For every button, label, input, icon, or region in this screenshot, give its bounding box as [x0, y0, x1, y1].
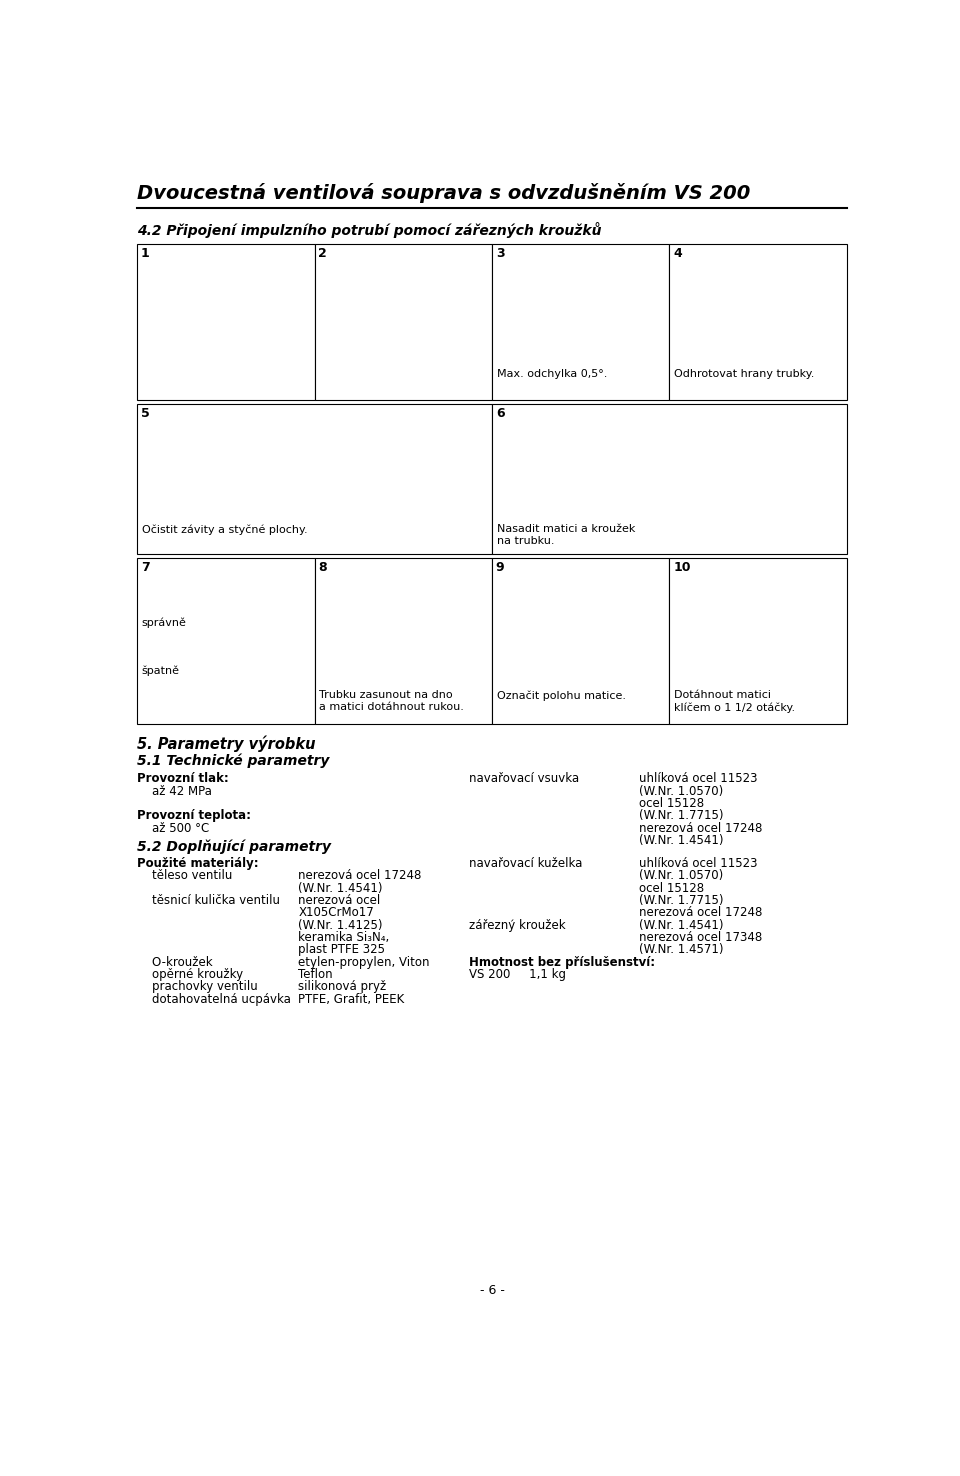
Text: prachovky ventilu: prachovky ventilu — [137, 980, 258, 993]
Text: uhlíková ocel 11523: uhlíková ocel 11523 — [639, 858, 757, 869]
Text: těleso ventilu: těleso ventilu — [137, 869, 232, 883]
Bar — [669, 558, 847, 723]
Text: etylen-propylen, Viton: etylen-propylen, Viton — [299, 955, 430, 968]
Text: 8: 8 — [319, 561, 327, 574]
Text: (W.Nr. 1.0570): (W.Nr. 1.0570) — [639, 869, 724, 883]
Text: 4: 4 — [673, 246, 683, 260]
Text: nerezová ocel 17348: nerezová ocel 17348 — [639, 931, 762, 945]
Text: navařovací vsuvka: navařovací vsuvka — [468, 772, 579, 785]
Text: 5.2 Doplňující parametry: 5.2 Doplňující parametry — [137, 840, 331, 853]
Text: 9: 9 — [496, 561, 505, 574]
Text: (W.Nr. 1.7715): (W.Nr. 1.7715) — [639, 894, 724, 906]
Text: ocel 15128: ocel 15128 — [639, 881, 705, 894]
Text: Označit polohu matice.: Označit polohu matice. — [496, 691, 626, 701]
Text: Max. odchylka 0,5°.: Max. odchylka 0,5°. — [496, 369, 607, 378]
Bar — [315, 558, 492, 723]
Text: špatně: špatně — [141, 666, 179, 676]
Text: správně: správně — [141, 618, 186, 629]
Text: Nasadit matici a kroužek
na trubku.: Nasadit matici a kroužek na trubku. — [496, 524, 635, 546]
Text: (W.Nr. 1.4541): (W.Nr. 1.4541) — [639, 834, 724, 847]
Text: 7: 7 — [141, 561, 150, 574]
Text: 5.1 Technické parametry: 5.1 Technické parametry — [137, 753, 329, 768]
Text: těsnicí kulička ventilu: těsnicí kulička ventilu — [137, 894, 280, 906]
Text: opěrné kroužky: opěrné kroužky — [137, 968, 243, 982]
Text: zářezný kroužek: zářezný kroužek — [468, 918, 565, 931]
Text: (W.Nr. 1.4541): (W.Nr. 1.4541) — [639, 918, 724, 931]
Text: 4.2 Připojení impulzního potrubí pomocí zářezných kroužků: 4.2 Připojení impulzního potrubí pomocí … — [137, 221, 602, 238]
Text: X105CrMo17: X105CrMo17 — [299, 906, 374, 920]
Text: ocel 15128: ocel 15128 — [639, 797, 705, 810]
Text: 10: 10 — [673, 561, 691, 574]
Text: dotahovatelná ucpávka: dotahovatelná ucpávka — [137, 992, 291, 1005]
Text: 1: 1 — [141, 246, 150, 260]
Text: PTFE, Grafit, PEEK: PTFE, Grafit, PEEK — [299, 992, 404, 1005]
Text: Odhrotovat hrany trubky.: Odhrotovat hrany trubky. — [674, 369, 814, 378]
Text: (W.Nr. 1.7715): (W.Nr. 1.7715) — [639, 809, 724, 822]
Text: Provozní teplota:: Provozní teplota: — [137, 809, 252, 822]
Bar — [669, 244, 847, 400]
Text: Očistit závity a styčné plochy.: Očistit závity a styčné plochy. — [142, 524, 307, 534]
Text: nerezová ocel 17248: nerezová ocel 17248 — [299, 869, 421, 883]
Text: - 6 -: - 6 - — [480, 1284, 504, 1297]
Text: Dotáhnout matici
klíčem o 1 1/2 otáčky.: Dotáhnout matici klíčem o 1 1/2 otáčky. — [674, 691, 795, 713]
Text: navařovací kuželka: navařovací kuželka — [468, 858, 582, 869]
Text: 2: 2 — [319, 246, 327, 260]
Text: 6: 6 — [496, 407, 505, 421]
Bar — [137, 558, 315, 723]
Text: (W.Nr. 1.0570): (W.Nr. 1.0570) — [639, 785, 724, 797]
Text: Teflon: Teflon — [299, 968, 333, 982]
Text: plast PTFE 325: plast PTFE 325 — [299, 943, 385, 956]
Text: VS 200     1,1 kg: VS 200 1,1 kg — [468, 968, 565, 982]
Text: Použité materiály:: Použité materiály: — [137, 858, 258, 869]
Text: keramika Si₃N₄,: keramika Si₃N₄, — [299, 931, 390, 945]
Text: (W.Nr. 1.4125): (W.Nr. 1.4125) — [299, 918, 383, 931]
Text: silikonová pryž: silikonová pryž — [299, 980, 387, 993]
Bar — [492, 558, 669, 723]
Text: (W.Nr. 1.4541): (W.Nr. 1.4541) — [299, 881, 383, 894]
Text: 5: 5 — [141, 407, 150, 421]
Bar — [492, 404, 847, 555]
Text: Provozní tlak:: Provozní tlak: — [137, 772, 228, 785]
Text: uhlíková ocel 11523: uhlíková ocel 11523 — [639, 772, 757, 785]
Bar — [492, 244, 669, 400]
Text: O-kroužek: O-kroužek — [137, 955, 213, 968]
Text: nerezová ocel 17248: nerezová ocel 17248 — [639, 906, 762, 920]
Text: 3: 3 — [496, 246, 505, 260]
Text: Dvoucestná ventilová souprava s odvzdušněním VS 200: Dvoucestná ventilová souprava s odvzdušn… — [137, 183, 751, 204]
Text: Hmotnost bez příslušenství:: Hmotnost bez příslušenství: — [468, 955, 655, 968]
Text: až 42 MPa: až 42 MPa — [137, 785, 212, 797]
Text: až 500 °C: až 500 °C — [137, 822, 209, 834]
Text: Trubku zasunout na dno
a matici dotáhnout rukou.: Trubku zasunout na dno a matici dotáhnou… — [319, 691, 464, 711]
Bar — [137, 404, 492, 555]
Text: nerezová ocel: nerezová ocel — [299, 894, 380, 906]
Bar — [315, 244, 492, 400]
Bar — [137, 244, 315, 400]
Text: (W.Nr. 1.4571): (W.Nr. 1.4571) — [639, 943, 724, 956]
Text: 5. Parametry výrobku: 5. Parametry výrobku — [137, 735, 316, 751]
Text: nerezová ocel 17248: nerezová ocel 17248 — [639, 822, 762, 834]
